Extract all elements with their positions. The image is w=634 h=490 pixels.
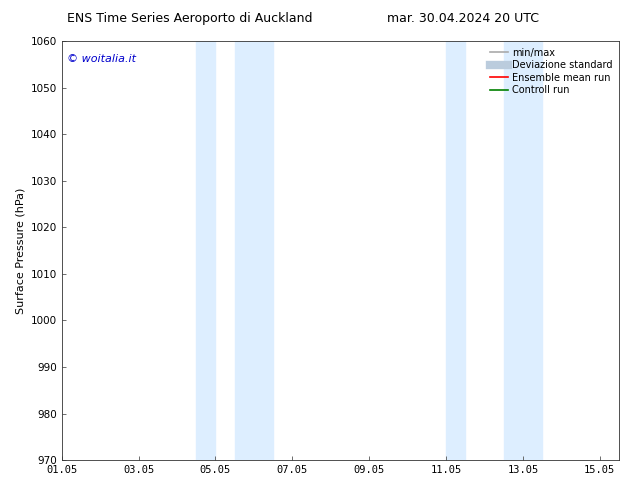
Bar <box>196 41 216 460</box>
Text: © woitalia.it: © woitalia.it <box>67 53 136 64</box>
Text: mar. 30.04.2024 20 UTC: mar. 30.04.2024 20 UTC <box>387 12 539 25</box>
Text: ENS Time Series Aeroporto di Auckland: ENS Time Series Aeroporto di Auckland <box>67 12 313 25</box>
Bar <box>503 41 542 460</box>
Bar <box>235 41 273 460</box>
Bar <box>446 41 465 460</box>
Legend: min/max, Deviazione standard, Ensemble mean run, Controll run: min/max, Deviazione standard, Ensemble m… <box>488 46 614 97</box>
Y-axis label: Surface Pressure (hPa): Surface Pressure (hPa) <box>15 187 25 314</box>
